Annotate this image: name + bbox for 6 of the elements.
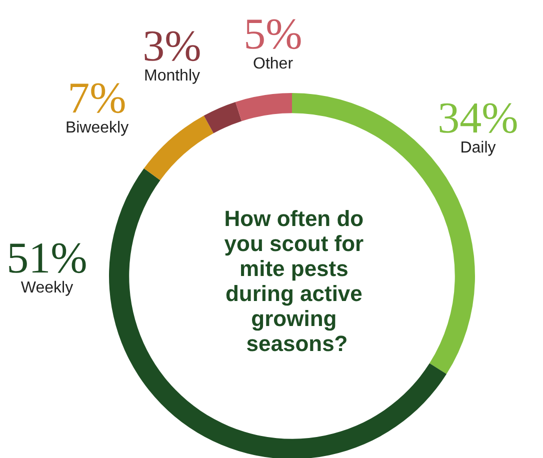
slice-label: Other	[252, 56, 294, 72]
slice-label: Weekly	[20, 280, 74, 296]
text: How often do you scout for mite pests during active growing seasons?	[224, 206, 370, 356]
slice-label: Biweekly	[65, 120, 129, 136]
slice-label: Monthly	[144, 68, 200, 84]
slice-label: Daily	[460, 140, 496, 156]
